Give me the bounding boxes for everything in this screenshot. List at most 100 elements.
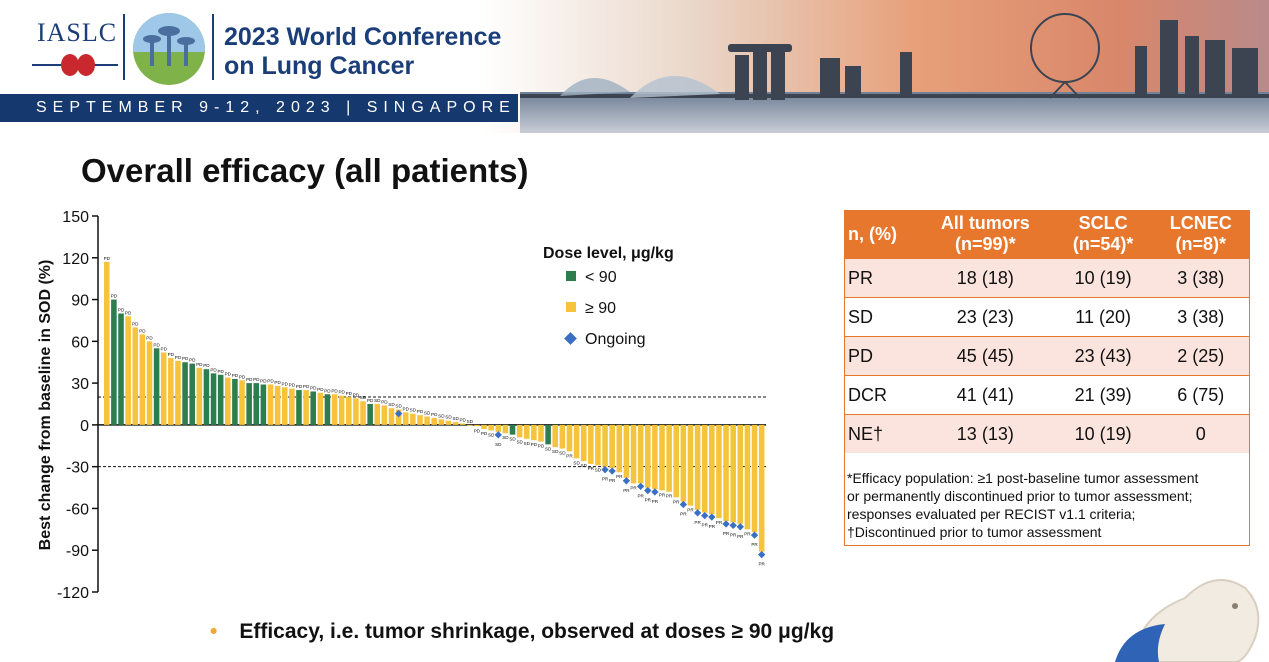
bar bbox=[516, 424, 523, 438]
bar-response-label: PD bbox=[459, 417, 466, 422]
bar-response-label: PD bbox=[303, 384, 310, 389]
bar-response-label: PR bbox=[716, 520, 723, 525]
bar bbox=[104, 261, 110, 425]
bar-response-label: PD bbox=[474, 428, 481, 433]
legend-swatch-low-dose bbox=[566, 271, 576, 281]
table-body: PR 18 (18) 10 (19) 3 (38) SD 23 (23) 11 (20) 3 … bbox=[844, 258, 1250, 453]
bar-response-label: SD bbox=[410, 408, 417, 413]
ongoing-marker bbox=[644, 486, 652, 495]
legend-label-ongoing: Ongoing bbox=[585, 331, 646, 348]
bar bbox=[730, 424, 736, 523]
table-cell: 18 (18) bbox=[916, 258, 1055, 298]
header-line-1: n, (%) bbox=[848, 223, 897, 244]
bar-response-label: PR bbox=[709, 524, 716, 529]
conference-header: IASLC 2023 World Conference on Lung Canc… bbox=[0, 0, 1269, 133]
bar-response-label: PD bbox=[296, 384, 303, 389]
bar bbox=[160, 352, 167, 425]
table-header-cell: n, (%) bbox=[844, 210, 916, 259]
bar-response-label: SD bbox=[438, 413, 445, 418]
bar-response-label: PD bbox=[175, 355, 182, 360]
legend-title: Dose level, μg/kg bbox=[543, 245, 674, 262]
bar-response-label: PD bbox=[531, 442, 538, 447]
bar bbox=[239, 380, 245, 425]
y-tick-label: -120 bbox=[57, 585, 89, 602]
bar bbox=[175, 360, 181, 425]
bar bbox=[402, 412, 409, 425]
table-header-cell: LCNEC (n=8)* bbox=[1151, 210, 1250, 259]
table-header-row: n, (%) All tumors (n=99)* SCLC (n=54)* LCNEC(… bbox=[844, 210, 1250, 259]
bar-response-label: PD bbox=[431, 412, 438, 417]
bar bbox=[545, 424, 551, 445]
bar bbox=[267, 384, 274, 425]
bar bbox=[588, 424, 594, 464]
bar-response-label: SD bbox=[509, 437, 516, 442]
bar bbox=[737, 424, 744, 524]
bar bbox=[189, 363, 195, 425]
table-cell: 23 (43) bbox=[1054, 336, 1152, 376]
bar-response-label: SD bbox=[452, 416, 459, 421]
bar bbox=[232, 378, 238, 425]
bar bbox=[388, 408, 395, 425]
bar-response-label: PR bbox=[588, 466, 595, 471]
bar bbox=[687, 424, 694, 506]
bar bbox=[751, 424, 758, 533]
table-cell: 10 (19) bbox=[1054, 258, 1152, 298]
bar bbox=[417, 415, 423, 425]
bar bbox=[566, 424, 573, 452]
bar-response-label: PD bbox=[417, 409, 424, 414]
bar-response-label: PD bbox=[338, 390, 345, 395]
ongoing-marker bbox=[750, 531, 759, 539]
bar bbox=[452, 422, 459, 425]
efficacy-table: n, (%) All tumors (n=99)* SCLC (n=54)* LCNEC(… bbox=[844, 210, 1250, 453]
bar-response-label: PD bbox=[403, 406, 410, 411]
bar bbox=[744, 424, 751, 530]
bar bbox=[168, 358, 174, 425]
bar-response-label: SD bbox=[488, 432, 495, 437]
bar-response-label: PD bbox=[217, 369, 224, 374]
bar-response-label: SD bbox=[552, 449, 559, 454]
ongoing-marker bbox=[636, 482, 645, 491]
bar-response-label: SD bbox=[445, 415, 452, 420]
bar bbox=[353, 398, 359, 425]
bar-response-label: SD bbox=[395, 404, 402, 409]
bar-response-label: PD bbox=[203, 363, 210, 368]
bar bbox=[609, 424, 615, 469]
bar bbox=[459, 423, 466, 425]
bar-response-label: PD bbox=[139, 328, 146, 333]
bar-response-label: PR bbox=[744, 531, 751, 536]
conference-name: 2023 World Conference on Lung Cancer bbox=[224, 23, 501, 81]
table-cell: 3 (38) bbox=[1151, 297, 1250, 337]
y-tick-label: 90 bbox=[71, 293, 89, 310]
bar-response-label: SD bbox=[424, 411, 431, 416]
bar-response-label: PR bbox=[602, 477, 609, 482]
bar-response-label: PD bbox=[132, 321, 139, 326]
bar-response-label: PD bbox=[538, 444, 545, 449]
bar-response-label: PD bbox=[125, 310, 132, 315]
bar bbox=[225, 377, 231, 425]
bar-response-label: PD bbox=[246, 377, 253, 382]
merlion-decoration-icon bbox=[1115, 579, 1260, 662]
bar-response-label: PR bbox=[666, 494, 673, 499]
bar-response-label: SD bbox=[559, 451, 566, 456]
bar-response-label: PD bbox=[146, 335, 153, 340]
bar-response-label: PD bbox=[353, 392, 360, 397]
bar bbox=[410, 413, 416, 425]
ongoing-marker bbox=[651, 488, 659, 496]
bar-response-label: PD bbox=[104, 256, 111, 261]
table-cell: 45 (45) bbox=[916, 336, 1055, 376]
footnote-line-1: *Efficacy population: ≥1 post-baseline t… bbox=[847, 470, 1199, 486]
footnote-line-2: or permanently discontinued prior to tum… bbox=[847, 488, 1193, 504]
table-cell: 41 (41) bbox=[916, 375, 1055, 415]
bar bbox=[680, 424, 687, 502]
table-row: DCR 41 (41) 21 (39) 6 (75) bbox=[844, 375, 1250, 415]
bar-response-label: SD bbox=[524, 441, 531, 446]
bar bbox=[445, 420, 452, 425]
bar-response-label: PR bbox=[680, 511, 687, 516]
y-tick-label: 0 bbox=[80, 418, 89, 435]
bar-response-label: PR bbox=[566, 453, 573, 458]
bar-response-label: PD bbox=[210, 367, 217, 372]
bar bbox=[281, 387, 288, 425]
bar bbox=[758, 424, 765, 552]
bar bbox=[310, 391, 316, 425]
legend-label-low-dose: < 90 bbox=[585, 269, 617, 286]
